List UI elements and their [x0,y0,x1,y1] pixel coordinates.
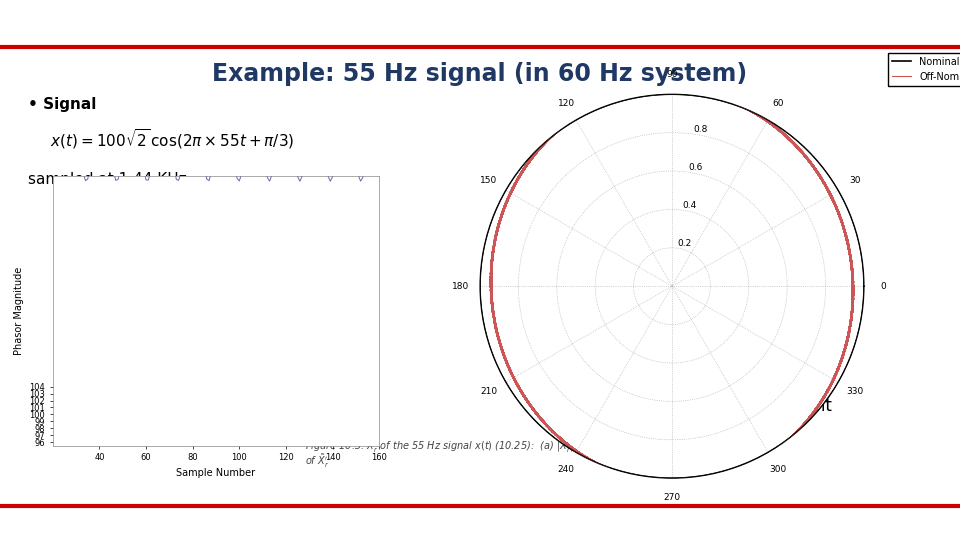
Text: of $\tilde{X}_r^{\prime}$: of $\tilde{X}_r^{\prime}$ [305,452,329,470]
Text: 8: 8 [940,521,946,531]
Text: (b): (b) [699,416,721,430]
Text: • Signal: • Signal [28,97,96,112]
Text: sampled at 1.44 KHz.: sampled at 1.44 KHz. [28,172,192,187]
Text: Rensselaer Polytechnic Institute: Rensselaer Polytechnic Institute [10,12,177,23]
Text: Chapter 10 PMU, Power System Dynamics and Stability, 2$^{\mathregular{nd}}$ edit: Chapter 10 PMU, Power System Dynamics an… [251,519,709,533]
Text: Example: 55 Hz signal (in 60 Hz system): Example: 55 Hz signal (in 60 Hz system) [212,62,748,86]
Y-axis label: Phasor Magnitude: Phasor Magnitude [13,266,24,355]
Text: Second-harmonic component: Second-harmonic component [588,397,832,415]
Text: Electrical, Computer, and Systems Engineering: Electrical, Computer, and Systems Engine… [704,12,950,23]
Text: Figure 10.3: $\tilde{X}_r^{\prime}$ of the 55 Hz signal $x(t)$ (10.25):  (a) $|\: Figure 10.3: $\tilde{X}_r^{\prime}$ of t… [305,437,663,455]
X-axis label: Sample Number: Sample Number [177,468,255,478]
Text: (a): (a) [174,424,196,438]
Legend: Nominal, Off-Nominal: Nominal, Off-Nominal [888,53,960,86]
Text: $x(t) = 100\sqrt{2}\,\cos(2\pi \times 55t + \pi/3)$: $x(t) = 100\sqrt{2}\,\cos(2\pi \times 55… [50,127,295,151]
